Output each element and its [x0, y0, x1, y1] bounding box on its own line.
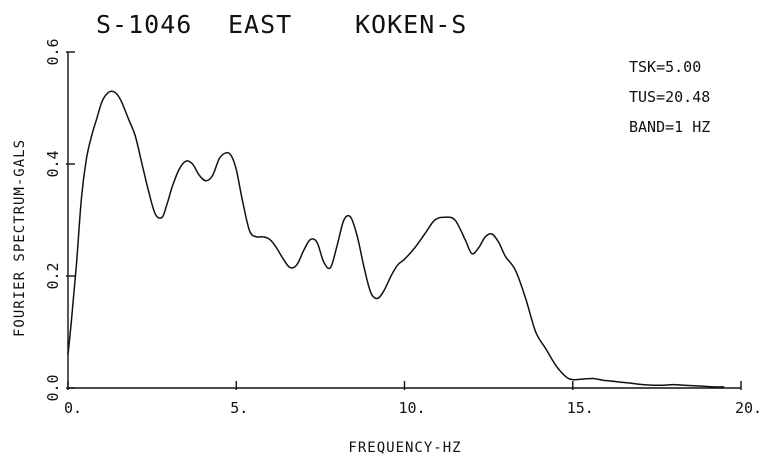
spectrum-series-line: [67, 90, 725, 388]
x-tick-label: 10.: [399, 399, 426, 417]
y-tick-label: 0.6: [44, 38, 62, 65]
x-tick-group: 0. 5. 10. 15. 20.: [64, 381, 762, 417]
x-tick-label: 20.: [735, 399, 762, 417]
y-tick-label: 0.0: [44, 374, 62, 401]
y-tick-label: 0.4: [44, 150, 62, 177]
y-axis-title: FOURIER SPECTRUM-GALS: [12, 139, 28, 337]
annotation-band: BAND=1 HZ: [629, 118, 710, 136]
x-tick-label: 15.: [567, 399, 594, 417]
x-axis-title: FREQUENCY-HZ: [348, 440, 461, 456]
y-tick-label: 0.2: [44, 262, 62, 289]
chart-title-component: EAST: [228, 10, 292, 39]
chart-title-site: KOKEN-S: [355, 10, 467, 39]
y-tick-group: 0.0 0.2 0.4 0.6: [44, 38, 75, 402]
annotation-tsk: TSK=5.00: [629, 58, 701, 76]
chart-title-station: S-1046: [96, 10, 192, 39]
x-tick-label: 0.: [64, 399, 82, 417]
annotation-tus: TUS=20.48: [629, 88, 710, 106]
x-tick-label: 5.: [230, 399, 248, 417]
